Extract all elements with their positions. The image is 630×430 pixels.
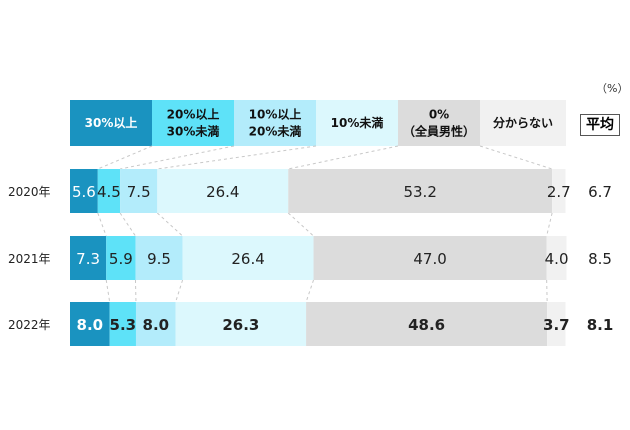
connector-line (97, 145, 153, 170)
value-label: 26.3 (222, 316, 259, 334)
connector-line (305, 279, 315, 303)
legend-label: 10%未満 (331, 115, 384, 130)
bar-segment (135, 302, 176, 346)
value-label: 53.2 (403, 183, 436, 201)
bar-segment (109, 302, 136, 346)
legend-label: 30%以上 (85, 115, 138, 130)
connector-line (175, 279, 184, 303)
value-label: 47.0 (413, 250, 446, 268)
legend-box (152, 100, 234, 146)
bar-segment (157, 169, 289, 213)
legend-label: （全員男性） (403, 124, 475, 139)
bar-segment (120, 169, 158, 213)
bar-segment (106, 236, 136, 280)
connector-line (119, 145, 235, 170)
value-label: 5.6 (72, 183, 96, 201)
value-label: 8.0 (77, 316, 104, 334)
value-label: 4.0 (545, 250, 569, 268)
legend-label: 分からない (493, 115, 553, 130)
value-label: 8.0 (143, 316, 170, 334)
legend-label: 20%以上 (167, 107, 220, 122)
average-value: 8.5 (588, 250, 612, 268)
average-value: 6.7 (588, 183, 612, 201)
connector-line (105, 279, 111, 303)
legend-box (480, 100, 566, 146)
legend-box (234, 100, 316, 146)
connector-line (479, 145, 553, 170)
legend-box (70, 100, 152, 146)
bar-segment (70, 302, 110, 346)
value-label: 7.5 (127, 183, 151, 201)
value-label: 48.6 (408, 316, 445, 334)
value-label: 4.5 (97, 183, 121, 201)
category-label: 2021年 (8, 252, 51, 266)
value-label: 5.9 (109, 250, 133, 268)
legend-label: 30%未満 (167, 124, 220, 139)
legend-box (316, 100, 398, 146)
legend-label: 10%以上 (249, 107, 302, 122)
bar-segment (552, 169, 566, 213)
value-label: 7.3 (76, 250, 100, 268)
bar-segment (547, 302, 566, 346)
bar-segment (546, 236, 567, 280)
value-label: 3.7 (543, 316, 570, 334)
value-label: 26.4 (206, 183, 239, 201)
legend-label: 20%未満 (249, 124, 302, 139)
average-header: 平均 (580, 114, 620, 136)
value-label: 5.3 (110, 316, 137, 334)
connector-line (119, 212, 136, 237)
connector-line (287, 212, 314, 237)
legend-box (398, 100, 480, 146)
connector-line (157, 145, 317, 170)
value-label: 9.5 (147, 250, 171, 268)
bar-segment (288, 169, 553, 213)
bar-segment (313, 236, 547, 280)
connector-line (546, 212, 553, 237)
value-label: 2.7 (547, 183, 571, 201)
bar-segment (135, 236, 183, 280)
connector-line (97, 212, 107, 237)
bar-segment (182, 236, 314, 280)
bar-segment (306, 302, 548, 346)
bar-segment (70, 169, 98, 213)
value-label: 26.4 (231, 250, 264, 268)
connector-line (156, 212, 183, 237)
average-value: 8.1 (587, 316, 614, 334)
bar-segment (97, 169, 121, 213)
category-label: 2022年 (8, 318, 51, 332)
connector-line (288, 145, 399, 170)
bar-segment (175, 302, 307, 346)
legend-label: 0% (429, 108, 449, 122)
category-label: 2020年 (8, 185, 51, 199)
unit-label: （%） (596, 82, 629, 95)
bar-segment (70, 236, 107, 280)
